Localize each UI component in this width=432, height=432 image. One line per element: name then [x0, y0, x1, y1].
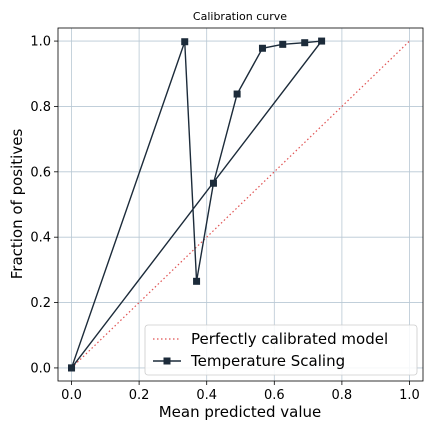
data-point-9 — [68, 364, 75, 371]
y-axis-label: Fraction of positives — [8, 129, 26, 280]
y-axis-ticks: 0.0 0.2 0.4 0.6 0.8 1.0 — [30, 35, 58, 377]
x-tick-label-0: 0.0 — [61, 388, 82, 403]
series-layer — [68, 38, 409, 372]
chart-title: Calibration curve — [193, 10, 287, 23]
x-tick-label-4: 0.8 — [332, 388, 353, 403]
series-line-1 — [72, 41, 322, 368]
y-tick-label-5: 1.0 — [30, 35, 51, 50]
data-point-3 — [210, 180, 217, 187]
data-point-1 — [181, 38, 188, 45]
data-point-6 — [279, 41, 286, 48]
y-tick-label-1: 0.2 — [30, 296, 51, 311]
legend-marker-1 — [164, 358, 171, 365]
data-point-4 — [234, 91, 241, 98]
x-tick-label-1: 0.2 — [129, 388, 150, 403]
x-tick-label-2: 0.4 — [196, 388, 217, 403]
y-tick-label-3: 0.6 — [30, 165, 51, 180]
data-point-5 — [259, 45, 266, 52]
legend-label-0: Perfectly calibrated model — [191, 330, 388, 348]
y-tick-label-2: 0.4 — [30, 231, 51, 246]
x-tick-label-5: 1.0 — [399, 388, 420, 403]
legend-label-1: Temperature Scaling — [190, 352, 345, 370]
data-point-7 — [301, 39, 308, 46]
x-tick-label-3: 0.6 — [264, 388, 285, 403]
series-line-0 — [72, 41, 410, 368]
y-tick-label-0: 0.0 — [30, 361, 51, 376]
x-axis-ticks: 0.0 0.2 0.4 0.6 0.8 1.0 — [61, 381, 420, 403]
data-point-2 — [193, 278, 200, 285]
x-axis-label: Mean predicted value — [159, 403, 322, 421]
y-tick-label-4: 0.8 — [30, 100, 51, 115]
data-point-8 — [318, 38, 325, 45]
legend: Perfectly calibrated model Temperature Sc… — [145, 325, 417, 375]
